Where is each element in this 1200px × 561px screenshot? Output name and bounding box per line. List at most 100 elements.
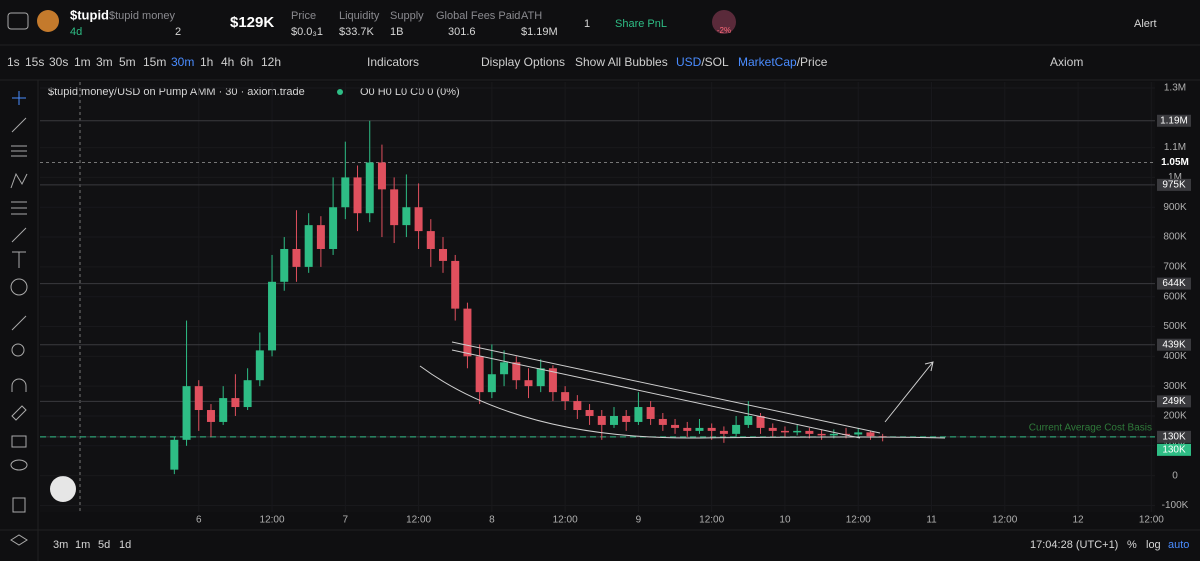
display-options[interactable]: Display Options [481,55,565,69]
candle-body [451,260,460,309]
projection-tool[interactable] [11,201,27,215]
candle-body [426,231,435,249]
candle-body [683,427,692,431]
stat-value: $1.19M [521,26,558,38]
delete-tool[interactable] [12,497,26,513]
stat-value: $33.7K [339,26,375,38]
candle-body [671,424,680,428]
indicators-button[interactable]: Indicators [367,55,419,69]
range[interactable]: 1m [75,539,90,551]
trend-channel [451,341,881,439]
y-tick-label: 600K [1163,291,1187,302]
mode-toggle[interactable]: MarketCap/Price [738,55,828,69]
timeframe[interactable]: 30s [49,55,68,69]
candle-body [377,162,386,190]
timeframe[interactable]: 4h [221,55,234,69]
candle-body [634,407,643,422]
timeframe[interactable]: 12h [261,55,281,69]
currency-toggle[interactable]: USD/SOL [676,55,729,69]
text-tool[interactable] [12,251,26,268]
candle-body [780,430,789,433]
stat-value: $0.0₃1 [291,26,323,38]
brush-tool[interactable] [11,227,27,243]
timeframe[interactable]: 30m [171,55,194,69]
candle-body [487,374,496,393]
x-tick-label: 9 [636,515,642,526]
stat-value: 1B [390,26,403,38]
candle-body [304,225,313,267]
stat-label: ATH [521,10,542,22]
price-label-box [1157,178,1191,191]
pattern-tool[interactable] [10,172,28,189]
candle-body [622,415,631,422]
magnet-tool[interactable] [11,378,27,392]
candle-body [719,430,728,434]
y-tick-label: 200K [1163,411,1187,422]
emoji-tool[interactable] [10,278,28,296]
lock-tool[interactable] [11,435,27,448]
candle-body [365,162,374,214]
watch-count[interactable]: 1 [584,18,590,30]
candle-body [646,407,655,419]
tv-logo[interactable] [50,476,76,502]
candle-body [255,350,264,381]
fib-tool[interactable] [11,145,27,157]
timeframe[interactable]: 1h [200,55,213,69]
share-button[interactable]: Share PnL [615,18,667,30]
candle-body [768,427,777,431]
timeframe[interactable]: 3m [96,55,113,69]
line-tool[interactable] [11,117,27,133]
x-tick-label: 12:00 [553,515,578,526]
candle-body [402,207,411,226]
timeframe[interactable]: 5m [119,55,136,69]
price-label-box [1157,443,1191,456]
price-label-box [1157,338,1191,351]
layers-tool[interactable] [10,534,28,546]
candle-body [206,410,215,422]
log-toggle[interactable]: log [1146,539,1161,551]
price-label: 439K [1162,339,1186,350]
x-tick-label: 12:00 [846,515,871,526]
candle-body [817,433,826,436]
timeframe[interactable]: 1m [74,55,91,69]
candle-body [353,177,362,214]
price-label-box [1157,395,1191,408]
candle-body [182,386,191,440]
hide-tool[interactable] [10,459,28,471]
timeframe[interactable]: 15s [25,55,44,69]
timeframe[interactable]: 15m [143,55,166,69]
crosshair-tool[interactable] [12,91,26,105]
avatar[interactable] [712,10,736,34]
price-label-box [1157,430,1191,443]
range[interactable]: 5d [98,539,110,551]
bubbles-button[interactable]: Show All Bubbles [575,55,668,69]
curve-drawing [419,365,946,439]
candle-body [536,368,545,387]
stat-label: Price [291,10,316,22]
candle-body [854,432,863,435]
token-logo[interactable] [37,10,59,32]
source-select[interactable]: Axiom [1050,55,1083,69]
token-name: $tupid money [109,10,176,22]
pencil-tool[interactable] [11,405,27,421]
range[interactable]: 3m [53,539,68,551]
annotation: Current Average Cost Basis [1029,422,1152,433]
ohlc-readout: O0 H0 L0 C0 0 (0%) [360,86,460,98]
percent-toggle[interactable]: % [1127,539,1137,551]
candle-body [243,380,252,408]
alert-button[interactable]: Alert [1134,18,1157,30]
age: 4d [70,26,82,38]
auto-toggle[interactable]: auto [1168,539,1189,551]
timeframe[interactable]: 6h [240,55,253,69]
candle-body [194,386,203,411]
zoom-tool[interactable] [11,343,25,357]
timeframes: 1s 15s 30s 1m 3m 5m 15m 30m 1h 4h 6h 12h [7,55,281,69]
price-label: 249K [1162,396,1186,407]
timeframe[interactable]: 1s [7,55,20,69]
menu-icon[interactable] [7,12,29,30]
range[interactable]: 1d [119,539,131,551]
holders-count: 2 [175,26,181,38]
ruler-tool[interactable] [11,315,27,331]
candle-body [524,380,533,387]
